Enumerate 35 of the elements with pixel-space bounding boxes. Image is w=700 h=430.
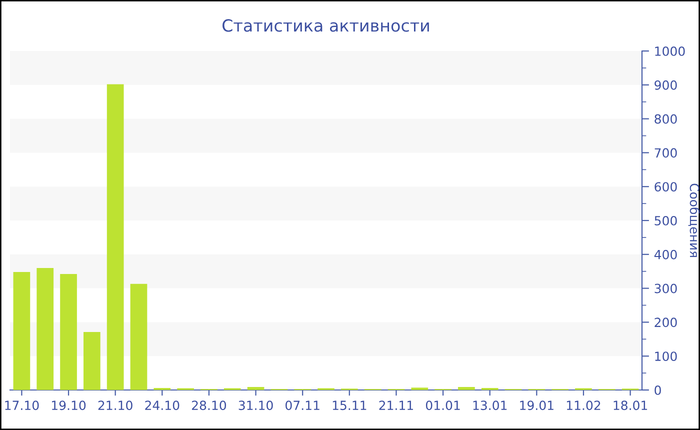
x-tick-label: 15.11 [332,400,366,410]
bar [13,272,30,390]
bar [84,332,100,390]
x-tick-label: 01.01 [426,400,460,410]
y-tick-label: 1000 [655,46,685,56]
y-axis-title: Сообщения [688,184,700,257]
x-tick-label: 19.01 [520,400,554,410]
chart-title: Статистика активности [222,19,429,32]
x-tick-label: 07.11 [286,400,320,410]
x-tick-label: 21.10 [98,400,132,410]
y-tick-label: 400 [654,250,677,260]
bar [36,268,54,390]
bar [130,284,148,390]
y-tick-label: 500 [654,216,677,226]
y-tick-label: 800 [654,114,677,124]
y-tick-label: 300 [654,284,677,294]
bar [247,386,264,390]
y-tick-label: 100 [655,352,677,362]
x-tick-label: 19.10 [52,400,86,410]
y-tick-label: 0 [654,385,661,395]
x-tick-label: 31.10 [238,400,273,410]
x-tick-label: 24.10 [145,400,180,410]
y-tick-label: 900 [654,80,677,90]
y-tick-label: 200 [654,318,677,328]
x-tick-label: 11.02 [566,400,600,410]
bar [458,386,475,390]
x-tick-label: 13.01 [473,400,507,410]
y-tick-label: 700 [654,148,677,158]
x-tick-label: 17.10 [5,400,39,410]
bar [106,84,124,390]
x-tick-label: 28.10 [192,400,226,410]
x-tick-label: 18.01 [614,400,648,410]
x-tick-label: 21.11 [379,400,413,410]
y-tick-label: 600 [654,182,677,192]
bar [60,274,77,390]
